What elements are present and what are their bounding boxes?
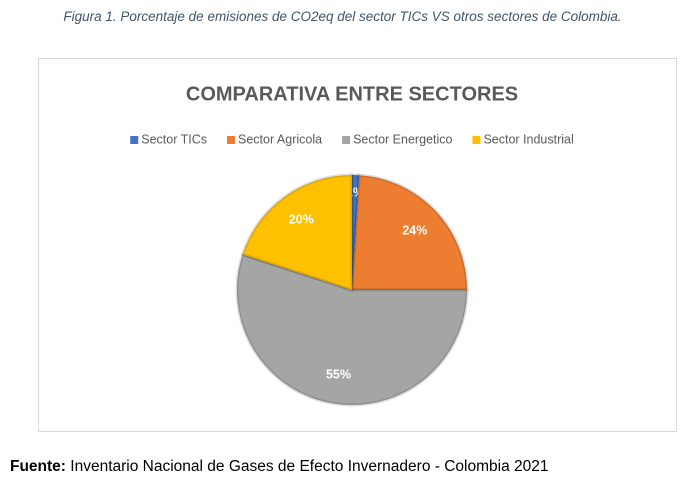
chart-title: COMPARATIVA ENTRE SECTORES <box>186 83 518 105</box>
chart: COMPARATIVA ENTRE SECTORES Sector TICs Se… <box>38 58 677 432</box>
legend-swatch <box>342 136 351 144</box>
data-label: 24% <box>402 223 427 237</box>
data-label: 55% <box>326 367 351 381</box>
pie-slice <box>350 173 361 291</box>
legend-swatch <box>227 136 235 144</box>
pie-slice <box>350 173 469 292</box>
legend-label: Sector Industrial <box>483 132 573 146</box>
pie-slice <box>235 252 469 407</box>
data-label: 20% <box>289 213 314 227</box>
source-text: Inventario Nacional de Gases de Efecto I… <box>70 458 549 475</box>
figure-caption: Figura 1. Porcentaje de emisiones de CO2… <box>63 9 622 24</box>
legend-label: Sector Energetico <box>353 132 452 146</box>
source-label: Fuente: <box>10 458 66 475</box>
legend-label: Sector TICs <box>141 132 207 146</box>
legend-swatch <box>472 136 481 144</box>
legend-swatch <box>130 136 139 144</box>
pie-slice <box>240 173 354 293</box>
source-line: Fuente: Inventario Nacional de Gases de … <box>10 458 548 476</box>
legend-label: Sector Agricola <box>238 132 322 146</box>
